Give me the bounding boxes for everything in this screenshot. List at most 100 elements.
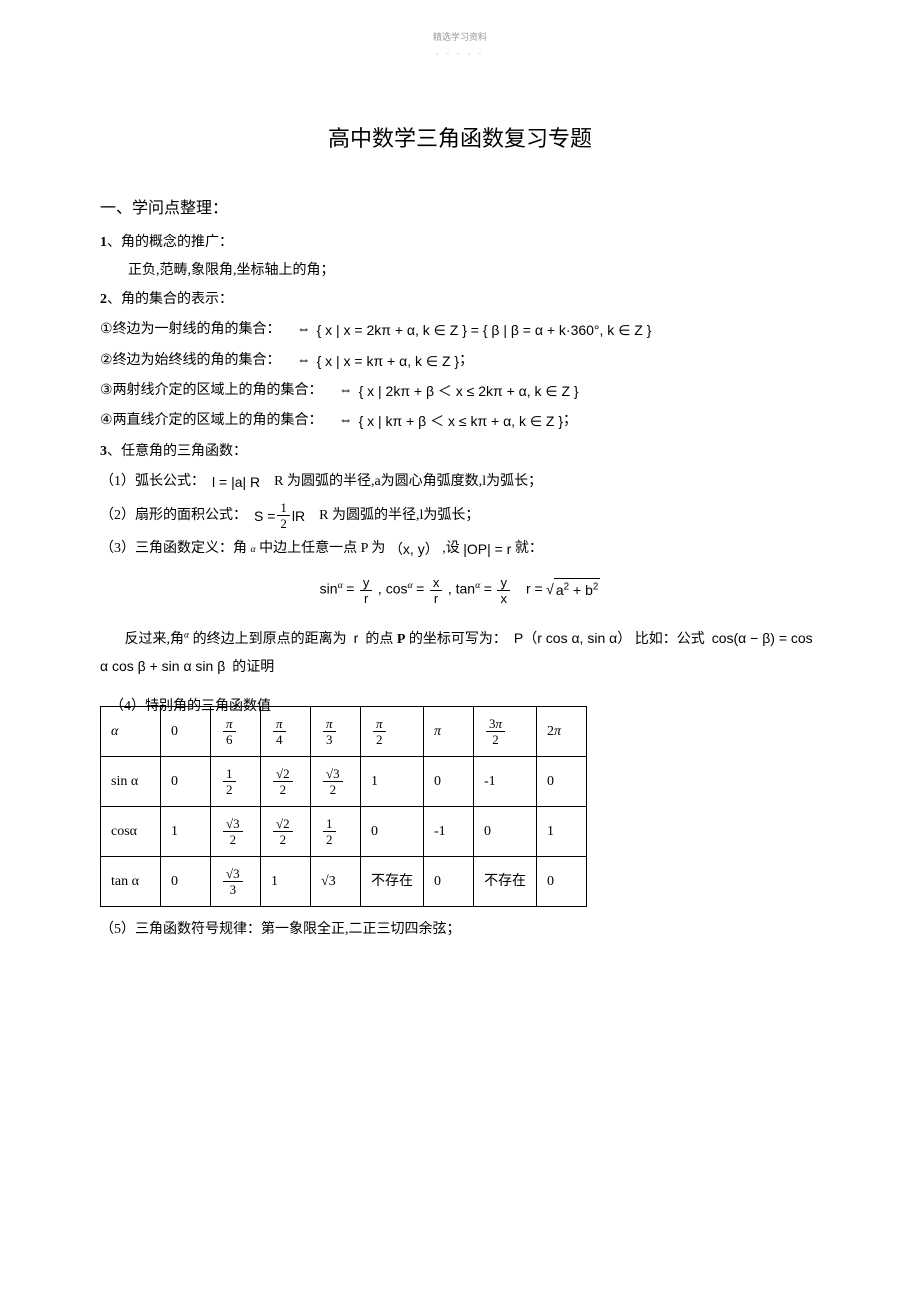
row-label: tan α [101, 857, 161, 907]
sub2-formula: { x | x = kπ + α, k ∈ Z } [317, 350, 460, 372]
cell: 不存在 [361, 857, 424, 907]
den: 2 [223, 782, 236, 796]
num: 1 [323, 817, 336, 832]
cell: 0 [474, 807, 537, 857]
cell: 不存在 [474, 857, 537, 907]
p32-lr: lR [292, 505, 305, 527]
num: √2 [273, 767, 293, 782]
den: 2 [223, 832, 243, 846]
para2-tail: 比如：公式 [635, 632, 705, 647]
th-pi2: π2 [373, 717, 386, 746]
p33-alpha: α [251, 542, 256, 558]
reverse-paragraph: 反过来,角α 的终边上到原点的距离为 r 的点 P 的坐标可写为： P（r co… [100, 625, 820, 682]
sqrt-val: 3 [329, 874, 336, 889]
num: π [323, 717, 336, 732]
pi: π [496, 716, 503, 731]
item2-num: 2 [100, 292, 107, 307]
half-num: 1 [277, 501, 290, 516]
cell: 1 [537, 807, 587, 857]
row-label: cosα [101, 807, 161, 857]
sqrt-val: 3 [333, 766, 340, 781]
num: √3 [223, 867, 243, 882]
num: √3 [323, 767, 343, 782]
def-sin: sin [320, 581, 338, 597]
r: r [360, 591, 373, 605]
x: x [497, 591, 510, 605]
num: 3π [486, 717, 505, 732]
th-pi4: π4 [273, 717, 286, 746]
num: π [223, 717, 236, 732]
cell-frac: √22 [273, 817, 293, 846]
cell: 0 [424, 857, 474, 907]
arrow-icon: ⇔ [297, 319, 311, 341]
y: y [360, 576, 373, 591]
cell: 0 [161, 757, 211, 807]
item2-text: 、角的集合的表示： [107, 292, 233, 307]
para2-pt: P（r cos α, sin α） [514, 630, 631, 646]
cell-sqrt: √3 [321, 874, 336, 889]
den: 2 [273, 832, 293, 846]
special-angles-table: α 0 π6 π4 π3 π2 π 3π2 2π sin α 0 12 √22 … [100, 706, 587, 907]
cell-frac: 12 [323, 817, 336, 846]
fraction-half: 1 2 [277, 501, 290, 530]
eq: = [346, 581, 354, 597]
p33-mid2: ,设 [442, 538, 460, 560]
den: 3 [323, 732, 336, 746]
sub1-num: ① [100, 319, 113, 341]
den: 6 [223, 732, 236, 746]
sqrt-val: 2 [283, 766, 290, 781]
p31-formula: l = |a| R [212, 471, 260, 493]
b: b [585, 582, 593, 598]
item-2: 2、角的集合的表示： [100, 289, 820, 311]
y: y [497, 576, 510, 591]
p32-desc-l: l为弧长； [419, 505, 479, 527]
cell-frac: √32 [223, 817, 243, 846]
num: √2 [273, 817, 293, 832]
cell: 0 [537, 857, 587, 907]
part-3-2: （2）扇形的面积公式： S = 1 2 lR R 为圆弧的半径, l为弧长； [100, 501, 820, 530]
item3-num: 3 [100, 444, 107, 459]
sub2-num: ② [100, 350, 113, 372]
sub4-tail: ； [563, 410, 577, 432]
cell: 0 [424, 757, 474, 807]
sqrt-val: 3 [233, 866, 240, 881]
para2-r: r [354, 630, 359, 646]
sub2-label: 终边为始终线的角的集合： [113, 353, 281, 368]
p31-label: （1）弧长公式： [100, 471, 205, 493]
p31-desc-a: a为圆心角弧度数, [374, 471, 482, 493]
th-alpha: α [111, 724, 118, 739]
sub4-label: 两直线介定的区域上的角的集合： [113, 413, 323, 428]
item1-sub: 正负,范畴,象限角,坐标轴上的角； [100, 260, 820, 282]
part-3-1: （1）弧长公式： l = |a| R R 为圆弧的半径, a为圆心角弧度数, l… [100, 471, 820, 493]
frac-yx: yx [497, 576, 510, 605]
th-pi3: π3 [323, 717, 336, 746]
cell-frac: √22 [273, 767, 293, 796]
para2-proof: 的证明 [232, 660, 274, 675]
den: 2 [323, 782, 343, 796]
row-label: sin α [101, 757, 161, 807]
num: π [373, 717, 386, 732]
sqrt-icon: √ [546, 578, 554, 600]
subitem-2: ②终边为始终线的角的集合： ⇔ { x | x = kπ + α, k ∈ Z … [100, 350, 820, 372]
num: 1 [223, 767, 236, 782]
trig-definition-formula: sinα = yr , cosα = xr , tanα = yx r = √ … [100, 576, 820, 605]
den: 2 [373, 732, 386, 746]
th-2pi: 2π [547, 724, 561, 739]
r: r [430, 591, 443, 605]
half-den: 2 [277, 516, 290, 530]
eq: = [416, 581, 424, 597]
arrow-icon: ⇔ [339, 410, 353, 432]
cell-frac: √32 [323, 767, 343, 796]
para2-P: P [397, 632, 406, 647]
den: 2 [273, 782, 293, 796]
cell-frac: 12 [223, 767, 236, 796]
part-3-3: （3）三角函数定义：角 α 中边上任意一点 P 为 （x, y） ,设 |OP|… [100, 538, 820, 560]
p33-op: |OP| = r [463, 538, 511, 560]
alpha-sup: α [408, 580, 413, 591]
sqrt-val: 3 [233, 816, 240, 831]
sub1-formula: { x | x = 2kπ + α, k ∈ Z } = { β | β = α… [317, 319, 652, 341]
two: 2 [593, 581, 598, 592]
th-pi6: π6 [223, 717, 236, 746]
arrow-icon: ⇔ [339, 380, 353, 402]
def-cos: , cos [378, 581, 408, 597]
